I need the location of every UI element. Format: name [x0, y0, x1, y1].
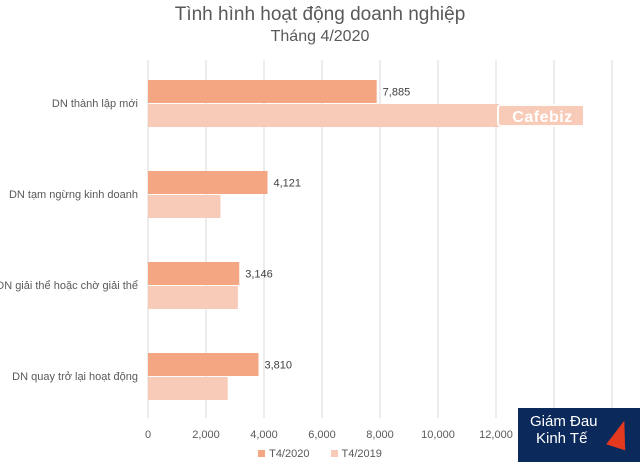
bar-2020 — [148, 262, 240, 285]
legend-swatch-2020 — [258, 450, 266, 457]
legend-item-2020: T4/2020 — [258, 448, 309, 460]
category-label: DN thành lập mới — [52, 98, 138, 110]
x-tick-label: 6,000 — [308, 429, 336, 441]
data-label: 7,885 — [383, 87, 411, 99]
bar-2020 — [148, 353, 259, 376]
x-tick-label: 10,000 — [421, 429, 455, 441]
data-label: 3,146 — [245, 269, 273, 281]
cafebiz-watermark-logo: Cafebiz — [497, 104, 588, 127]
category-label: DN quay trở lại hoạt động — [12, 371, 138, 383]
chart-title: Tình hình hoạt động doanh nghiệp — [174, 4, 466, 25]
bar-2019 — [148, 286, 238, 309]
chart-legend: T4/2020 T4/2019 — [0, 448, 640, 460]
bar-2019 — [148, 195, 221, 218]
x-tick-label: 0 — [145, 429, 151, 441]
bar-2019 — [148, 104, 583, 127]
x-tick-label: 8,000 — [366, 429, 394, 441]
data-label: 3,810 — [264, 360, 292, 372]
x-tick-label: 2,000 — [192, 429, 220, 441]
x-tick-label: 4,000 — [250, 429, 278, 441]
brand-logo-line2: Kinh Tế — [536, 430, 588, 447]
category-label: DN giải thể hoặc chờ giải thể — [0, 280, 138, 292]
legend-swatch-2019 — [330, 450, 338, 457]
chart-subtitle: Tháng 4/2020 — [270, 28, 370, 45]
x-tick-label: 12,000 — [479, 429, 513, 441]
category-label: DN tạm ngừng kinh doanh — [9, 189, 138, 201]
bar-2019 — [148, 377, 228, 400]
brand-logo-line1: Giám Đau — [530, 413, 598, 430]
legend-label-2020: T4/2020 — [269, 448, 310, 460]
legend-item-2019: T4/2019 — [330, 448, 382, 460]
bar-2020 — [148, 171, 268, 194]
legend-label-2019: T4/2019 — [341, 448, 382, 460]
data-label: 4,121 — [274, 178, 302, 190]
brand-logo: Giám Đau Kinh Tế — [518, 408, 640, 462]
bar-2020 — [148, 80, 377, 103]
